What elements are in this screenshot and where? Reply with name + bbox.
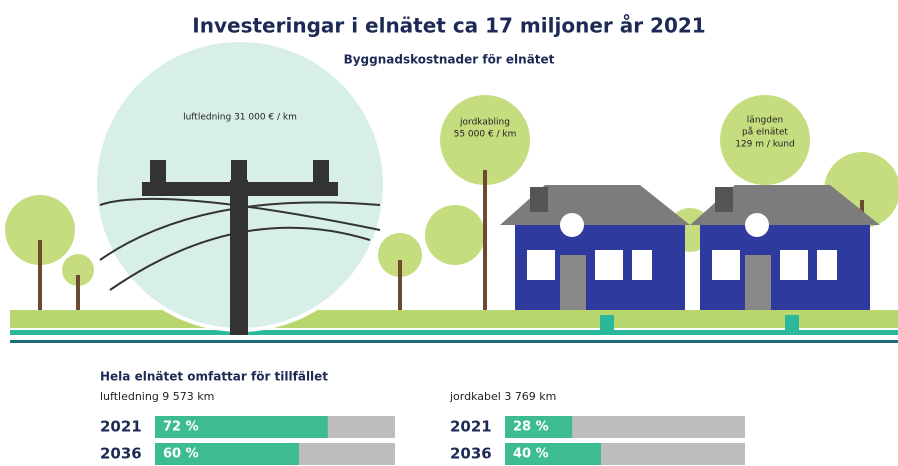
length-value: 129 m / kund [735,140,795,150]
bar-label: 40 % [513,447,549,462]
cable-line [10,340,898,343]
year: 2021 [100,418,142,436]
bar-label: 28 % [513,420,549,435]
year: 2036 [100,445,142,463]
year: 2021 [450,418,492,436]
overhead-cost: luftledning 31 000 € / km [183,113,297,123]
illustration [5,40,898,343]
house-connection [600,315,614,335]
length-label: längden [747,116,783,126]
bar-label: 72 % [163,420,199,435]
cable-cost: 55 000 € / km [454,130,517,140]
length-label: på elnätet [742,127,788,138]
title: Investeringar i elnätet ca 17 miljoner å… [192,14,705,38]
bar-label: 60 % [163,447,199,462]
cable-line [10,330,898,335]
share-bars: luftledning 9 573 km 2021 72 % 2036 60 % jord… [100,390,745,465]
house [500,185,690,310]
cable-label: jordkabling [459,118,510,128]
ground [10,310,898,328]
page: Investeringar i elnätet ca 17 miljoner å… [0,0,898,466]
group-name: jordkabel 3 769 km [449,390,556,403]
group-name: luftledning 9 573 km [100,390,214,403]
year: 2036 [450,445,492,463]
subtitle: Byggnadskostnader för elnätet [344,53,555,67]
house [690,185,880,310]
infographic: Investeringar i elnätet ca 17 miljoner å… [0,0,898,466]
house-connection [785,315,799,335]
ground [10,310,110,315]
network-title: Hela elnätet omfattar för tillfället [100,370,328,384]
